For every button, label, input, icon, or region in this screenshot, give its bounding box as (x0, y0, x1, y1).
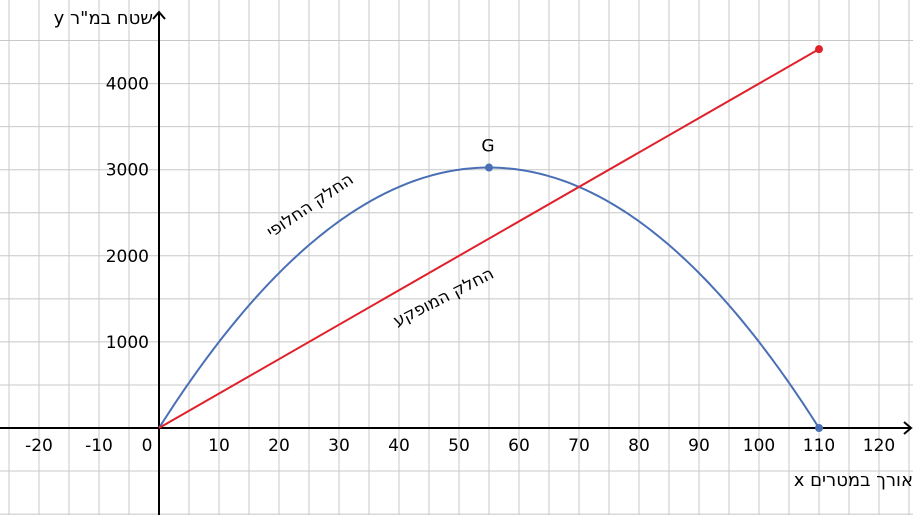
x-axis-label: x אורך במטרים (794, 470, 913, 491)
points: G (481, 45, 823, 432)
axes (0, 10, 913, 515)
x-tick-label: 50 (448, 436, 470, 456)
tick-labels: -20 -10 0 10 20 30 40 50 60 70 80 90 100 110 120 1000 20… (25, 75, 895, 456)
point-G (485, 163, 493, 172)
x-tick-label: 110 (803, 436, 835, 456)
y-tick-label: 4000 (106, 75, 149, 95)
series-label-parabola: החלק החלופי (263, 170, 357, 243)
x-tick-label: 0 (142, 436, 153, 456)
x-tick-label: 90 (688, 436, 710, 456)
x-tick-label: 30 (328, 436, 350, 456)
x-tick-label: -20 (25, 436, 53, 456)
y-tick-label: 1000 (106, 333, 149, 353)
series-label-line: החלק המופקע (390, 264, 497, 332)
x-tick-label: 70 (568, 436, 590, 456)
x-tick-label: 120 (863, 436, 895, 456)
x-tick-label: 40 (388, 436, 410, 456)
x-axis-arrow (903, 421, 913, 435)
x-tick-label: 60 (508, 436, 530, 456)
y-axis-label: y שטח במ"ר (54, 8, 153, 29)
y-axis-arrow (152, 10, 166, 20)
y-tick-label: 2000 (106, 247, 149, 267)
point-label: G (481, 137, 494, 157)
x-tick-label: 10 (208, 436, 230, 456)
x-tick-label: 20 (268, 436, 290, 456)
x-tick-label: 80 (628, 436, 650, 456)
x-tick-label: -10 (85, 436, 113, 456)
point-marker (815, 424, 823, 432)
point-marker (815, 45, 823, 54)
x-tick-label: 100 (743, 436, 775, 456)
series-line (158, 48, 820, 429)
y-tick-label: 3000 (106, 161, 149, 181)
